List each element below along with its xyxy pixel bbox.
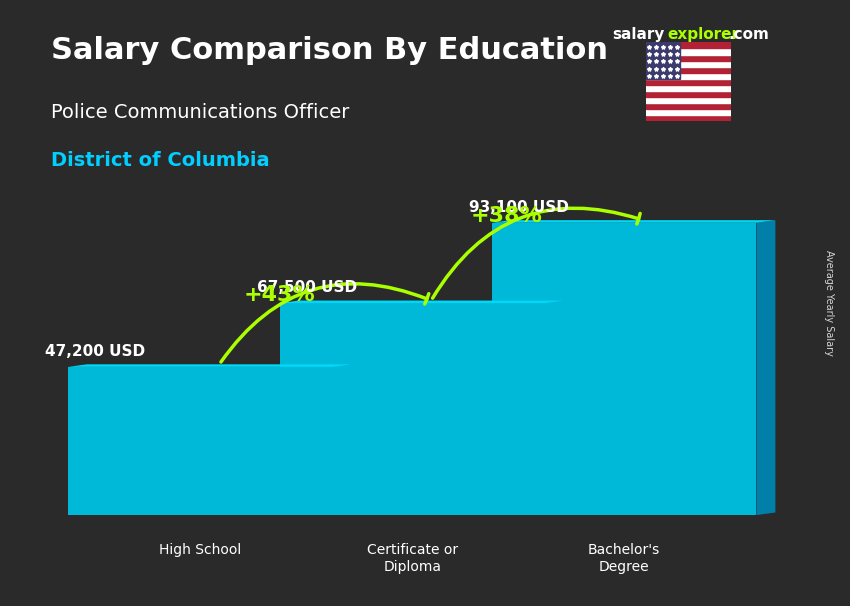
Bar [646, 42, 680, 79]
Bar [646, 73, 731, 79]
Polygon shape [280, 303, 545, 515]
Text: Police Communications Officer: Police Communications Officer [51, 103, 349, 122]
Text: explorer: explorer [667, 27, 740, 42]
Text: +38%: +38% [471, 207, 543, 227]
Text: +43%: +43% [244, 285, 315, 305]
Bar [646, 67, 731, 73]
Bar [646, 85, 731, 91]
Polygon shape [280, 301, 564, 303]
Text: Salary Comparison By Education: Salary Comparison By Education [51, 36, 608, 65]
Bar [646, 115, 731, 121]
Text: Certificate or
Diploma: Certificate or Diploma [366, 544, 458, 573]
Polygon shape [756, 220, 775, 515]
Text: Bachelor's
Degree: Bachelor's Degree [588, 544, 660, 573]
Bar [646, 61, 731, 67]
Polygon shape [68, 367, 333, 515]
Bar [646, 48, 731, 55]
Bar [646, 91, 731, 97]
Text: District of Columbia: District of Columbia [51, 152, 269, 170]
Text: High School: High School [159, 544, 241, 558]
Bar [646, 103, 731, 109]
Text: 47,200 USD: 47,200 USD [45, 344, 145, 359]
Bar [646, 79, 731, 85]
Bar [646, 97, 731, 103]
Bar [646, 55, 731, 61]
Polygon shape [491, 223, 756, 515]
Polygon shape [545, 301, 564, 515]
Text: 93,100 USD: 93,100 USD [469, 200, 569, 215]
Text: salary: salary [612, 27, 665, 42]
Bar [646, 109, 731, 115]
Polygon shape [333, 364, 352, 515]
Polygon shape [68, 364, 352, 367]
Bar [646, 42, 731, 48]
Polygon shape [491, 220, 775, 223]
Text: 67,500 USD: 67,500 USD [258, 281, 357, 295]
Text: .com: .com [728, 27, 769, 42]
Text: Average Yearly Salary: Average Yearly Salary [824, 250, 834, 356]
